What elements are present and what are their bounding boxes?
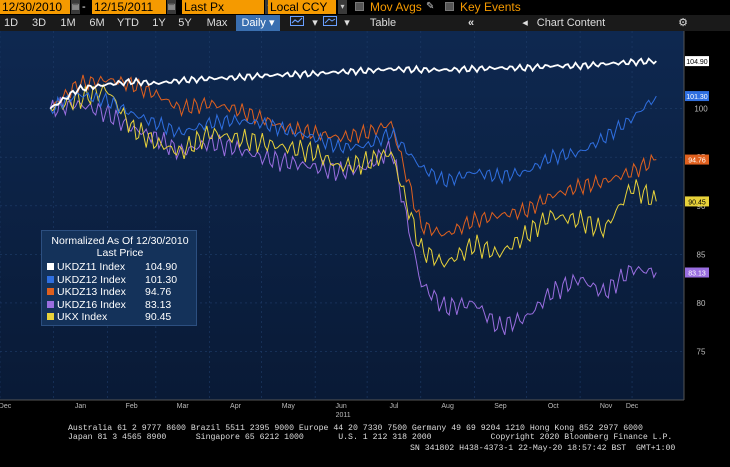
chart-legend[interactable]: Normalized As Of 12/30/2010 Last Price U… <box>41 230 197 326</box>
legend-value: 83.13 <box>145 298 172 311</box>
chart-svg: 7580859095100 DecJanFebMarAprMayJunJulAu… <box>0 31 730 420</box>
double-chevron-left-icon[interactable]: « <box>467 17 475 29</box>
chevron-down-icon[interactable]: ▾ <box>312 17 318 29</box>
end-date-field[interactable]: 12/15/2011 <box>92 0 166 14</box>
x-axis: Dec Jan Feb Mar Apr May Jun Jul Aug Sep Oct Nov Dec 2… <box>0 399 684 419</box>
last-value-label: 101.30 <box>686 94 708 101</box>
x-tick-label: Jul <box>389 403 398 410</box>
tab-3d[interactable]: 3D <box>31 17 47 29</box>
start-date-field[interactable]: 12/30/2010 <box>0 0 70 14</box>
legend-label: UKDZ16 Index <box>57 298 126 311</box>
legend-value: 101.30 <box>145 273 178 286</box>
chevron-left-icon[interactable]: ◂ <box>522 17 528 29</box>
period-tab-bar: 1D 3D 1M 6M YTD 1Y 5Y Max Daily ▾ ▾ ▾ Ta… <box>0 15 730 31</box>
key-events-checkbox[interactable] <box>445 2 454 11</box>
legend-label: UKDZ13 Index <box>57 286 126 298</box>
mov-avgs-checkbox[interactable] <box>355 2 364 11</box>
tab-max[interactable]: Max <box>206 17 228 29</box>
legend-label: UKDZ11 Index <box>57 261 126 273</box>
x-tick-label: Sep <box>494 403 507 410</box>
x-tick-label: Mar <box>177 403 190 410</box>
price-field-select[interactable]: Last Px <box>182 0 264 14</box>
tab-1y[interactable]: 1Y <box>152 17 166 29</box>
legend-swatch <box>47 263 54 270</box>
legend-subtitle: Last Price <box>96 247 144 259</box>
x-tick-label: Feb <box>126 403 138 410</box>
footer-contacts-line-1: Australia 61 2 9777 8600 Brazil 5511 239… <box>68 424 643 433</box>
mov-avgs-label[interactable]: Mov Avgs <box>370 0 422 14</box>
last-value-tag <box>685 154 709 165</box>
footer: Australia 61 2 9777 8600 Brazil 5511 239… <box>0 420 730 467</box>
series-lines <box>49 57 657 335</box>
x-tick-label: Apr <box>230 403 242 410</box>
x-tick-label: May <box>282 403 296 410</box>
last-value-tag <box>685 56 709 67</box>
tab-1d[interactable]: 1D <box>3 17 19 29</box>
x-tick-label: Dec <box>626 403 639 410</box>
tab-ytd[interactable]: YTD <box>117 17 139 29</box>
last-value-tags: 104.90 101.30 94.76 83.13 90.45 <box>685 56 709 278</box>
legend-item[interactable]: UKDZ13 Index 94.76 <box>47 286 171 298</box>
legend-value: 104.90 <box>145 261 178 273</box>
y-tick-label: 100 <box>694 105 708 114</box>
frequency-label: Daily <box>241 17 266 29</box>
chart-type-icon[interactable] <box>320 15 340 31</box>
footer-contacts-line-2: Japan 81 3 4565 8900 Singapore 65 6212 1… <box>68 433 673 442</box>
series-line-ukdz13-index[interactable] <box>49 74 657 237</box>
y-tick-label: 80 <box>697 299 706 308</box>
currency-select[interactable]: Local CCY <box>268 0 336 14</box>
legend-title: Normalized As Of 12/30/2010 <box>51 235 189 247</box>
end-date-calendar-icon[interactable]: ▤ <box>167 0 176 14</box>
last-value-label: 104.90 <box>686 59 708 66</box>
x-year-label: 2011 <box>336 412 351 419</box>
y-tick-label: 85 <box>697 250 706 259</box>
last-value-label: 94.76 <box>688 158 706 165</box>
top-toolbar: 12/30/2010 ▤ - 12/15/2011 ▤ Last Px ▾ Lo… <box>0 0 730 15</box>
last-value-label: 83.13 <box>688 271 706 278</box>
date-separator: - <box>82 1 86 13</box>
y-tick-label: 75 <box>697 347 706 356</box>
legend-swatch <box>47 313 54 320</box>
legend-value: 90.45 <box>145 311 172 323</box>
legend-swatch <box>47 275 54 283</box>
price-chart[interactable]: 7580859095100 DecJanFebMarAprMayJunJulAu… <box>0 31 730 420</box>
footer-session-line: SN 341802 H438-4373-1 22-May-20 18:57:42… <box>410 444 676 453</box>
legend-swatch <box>47 288 54 295</box>
pencil-icon[interactable]: ✎ <box>426 1 435 12</box>
last-value-tag <box>685 91 709 102</box>
x-tick-label: Jan <box>75 403 86 410</box>
last-value-label: 90.45 <box>688 199 706 206</box>
series-line-ukdz16-index[interactable] <box>49 96 657 335</box>
table-button[interactable]: Table <box>369 17 397 29</box>
legend-item[interactable]: UKDZ12 Index 101.30 <box>47 274 177 286</box>
series-line-ukdz11-index[interactable] <box>49 57 657 110</box>
series-line-ukx-index[interactable] <box>49 83 657 268</box>
series-line-ukdz12-index[interactable] <box>49 91 657 188</box>
key-events-label[interactable]: Key Events <box>460 0 521 14</box>
x-tick-label: Jun <box>335 403 346 410</box>
x-tick-label: Oct <box>548 403 559 410</box>
chevron-down-icon[interactable]: ▾ <box>338 0 347 14</box>
last-value-tag <box>685 267 709 278</box>
legend-item[interactable]: UKX Index 90.45 <box>47 311 171 323</box>
frequency-select[interactable]: Daily ▾ <box>236 15 280 31</box>
gear-icon[interactable]: ⚙ <box>678 17 688 29</box>
legend-value: 94.76 <box>145 286 172 298</box>
legend-item[interactable]: UKDZ11 Index 104.90 <box>47 261 177 273</box>
chart-content-button[interactable]: Chart Content <box>536 17 606 29</box>
legend-swatch <box>47 300 54 308</box>
x-tick-label: Aug <box>441 403 454 410</box>
tab-5y[interactable]: 5Y <box>178 17 192 29</box>
chevron-down-icon[interactable]: ▾ <box>344 17 350 29</box>
start-date-calendar-icon[interactable]: ▤ <box>71 0 80 14</box>
x-tick-label: Dec <box>0 403 12 410</box>
last-value-tag <box>685 196 709 207</box>
legend-label: UKX Index <box>57 311 108 323</box>
line-chart-icon[interactable] <box>287 15 307 31</box>
tab-6m[interactable]: 6M <box>89 17 105 29</box>
legend-label: UKDZ12 Index <box>57 273 126 286</box>
legend-item[interactable]: UKDZ16 Index 83.13 <box>47 299 171 311</box>
tab-1m[interactable]: 1M <box>60 17 76 29</box>
x-tick-label: Nov <box>600 403 613 410</box>
